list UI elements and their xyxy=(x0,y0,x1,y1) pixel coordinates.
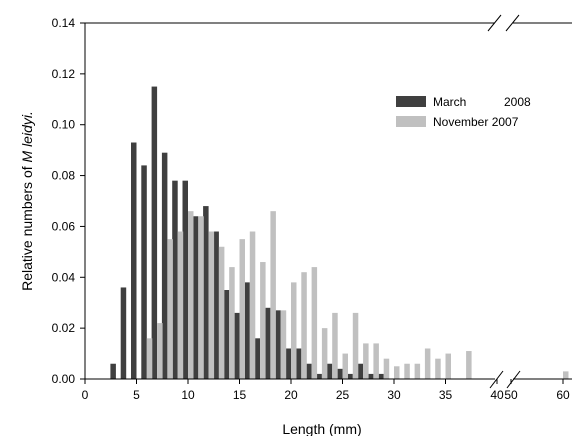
x-axis-title: Length (mm) xyxy=(282,421,361,436)
bar-november-30 xyxy=(394,366,400,379)
x-tick-label: 10 xyxy=(181,388,195,402)
bar-november-17 xyxy=(260,262,266,379)
bar-march-21 xyxy=(295,348,302,379)
bar-march-24 xyxy=(326,363,333,379)
bar-march-29 xyxy=(378,373,384,379)
x-tick-label: 5 xyxy=(133,388,140,402)
bar-november-32 xyxy=(414,363,421,379)
bar-november-18 xyxy=(270,211,276,379)
legend: March 2008 November 2007 xyxy=(396,95,531,129)
legend-year-march: 2008 xyxy=(504,95,531,109)
x-tick-label: 35 xyxy=(439,388,453,402)
bar-march-7 xyxy=(151,86,158,379)
bar-march-23 xyxy=(316,373,322,379)
bar-november-14 xyxy=(229,267,235,379)
bar-march-14 xyxy=(223,290,230,379)
x-tick-label: 40 xyxy=(490,388,504,402)
bar-march-10 xyxy=(182,180,188,379)
bar-november-10 xyxy=(188,211,194,379)
x-tick-label: 15 xyxy=(233,388,247,402)
bar-november-8 xyxy=(167,239,173,379)
x-tick-label: 20 xyxy=(284,388,298,402)
bar-november-19 xyxy=(280,310,287,379)
bar-november-37 xyxy=(466,351,472,379)
bar-november-11 xyxy=(198,216,204,379)
bar-march-12 xyxy=(203,206,209,379)
bar-march-25 xyxy=(337,368,343,379)
bar-november-20 xyxy=(291,282,297,379)
x-tick-label: 0 xyxy=(82,388,89,402)
bar-march-9 xyxy=(172,180,178,379)
bar-november-28 xyxy=(373,343,379,379)
y-axis-title-prefix: Relative numbers of xyxy=(19,162,35,290)
y-tick-label: 0.02 xyxy=(52,321,76,335)
bar-november-13 xyxy=(218,246,225,379)
y-tick-label: 0.10 xyxy=(52,118,76,132)
bar-november-31 xyxy=(404,363,410,379)
bar-march-20 xyxy=(285,348,291,379)
top-break-mark-right xyxy=(505,14,520,32)
top-break-mark-left xyxy=(487,14,502,32)
bar-november-6 xyxy=(146,338,153,379)
y-tick-label: 0.08 xyxy=(52,169,76,183)
bar-november-23 xyxy=(321,328,328,379)
bar-november-12 xyxy=(208,231,215,379)
y-tick-label: 0.12 xyxy=(52,67,76,81)
legend-swatch-march xyxy=(396,96,426,107)
bar-november-15 xyxy=(239,239,245,379)
bar-march-4 xyxy=(120,287,127,379)
bar-november-25 xyxy=(342,353,348,379)
bar-november-26 xyxy=(352,312,359,379)
x-tick-label: 50 xyxy=(504,388,518,402)
legend-swatch-november xyxy=(396,116,426,127)
bar-march-26 xyxy=(347,373,353,379)
bar-march-8 xyxy=(161,152,168,379)
x-tick-label: 25 xyxy=(336,388,350,402)
legend-label-march: March xyxy=(433,95,466,109)
bar-march-11 xyxy=(192,216,199,379)
y-tick-label: 0.14 xyxy=(52,16,76,30)
bar-november-24 xyxy=(332,312,338,379)
bar-march-5 xyxy=(131,142,137,379)
bar-march-13 xyxy=(213,231,219,379)
y-tick-label: 0.06 xyxy=(52,219,76,233)
bar-november-27 xyxy=(363,343,369,379)
bar-november-9 xyxy=(177,231,184,379)
y-tick-label: 0.04 xyxy=(52,270,76,284)
bar-november-22 xyxy=(311,267,318,379)
bar-november-29 xyxy=(383,358,390,379)
bar-november-60 xyxy=(563,371,569,379)
bar-march-15 xyxy=(234,312,240,379)
bar-march-6 xyxy=(141,165,147,379)
bottom-break-mark-right xyxy=(506,370,521,389)
bar-march-3 xyxy=(110,363,116,379)
bar-november-7 xyxy=(157,323,163,379)
bar-november-16 xyxy=(249,231,256,379)
x-tick-label: 60 xyxy=(556,388,570,402)
bar-november-35 xyxy=(445,353,451,379)
bar-march-27 xyxy=(357,363,364,379)
x-tick-label: 30 xyxy=(387,388,401,402)
bar-march-18 xyxy=(264,307,271,379)
ticks-layer: 0.00 0.02 0.04 0.06 0.08 0.10 0.12 0.14 0 5 10 15 20… xyxy=(52,16,570,402)
y-axis-title-species: M leidyi. xyxy=(19,111,35,162)
bar-march-19 xyxy=(275,310,281,379)
bar-march-22 xyxy=(306,363,312,379)
axes-layer xyxy=(84,14,572,389)
legend-label-november: November 2007 xyxy=(433,115,519,129)
bar-march-28 xyxy=(367,373,374,379)
y-axis-title: Relative numbers of M leidyi. xyxy=(19,111,35,291)
bars-layer xyxy=(110,86,569,379)
bar-march-17 xyxy=(254,338,261,379)
bar-november-33 xyxy=(424,348,431,379)
bar-march-16 xyxy=(244,282,250,379)
bar-november-34 xyxy=(435,358,441,379)
bar-november-21 xyxy=(301,272,307,379)
y-tick-label: 0.00 xyxy=(52,372,76,386)
